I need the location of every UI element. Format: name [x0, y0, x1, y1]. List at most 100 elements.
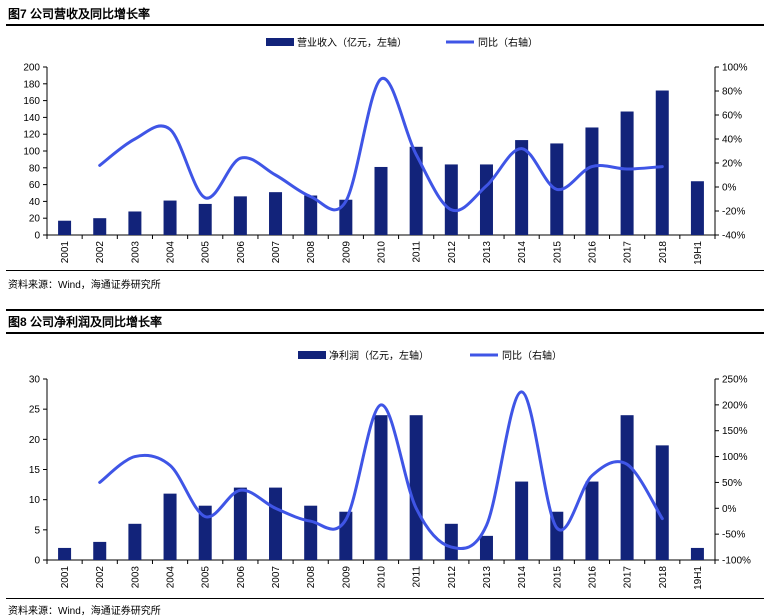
right-tick-label: -100% — [722, 556, 751, 567]
x-tick-label: 2002 — [95, 566, 106, 589]
x-tick-label: 2002 — [95, 241, 106, 264]
bar-2016 — [585, 127, 599, 235]
bar-2002 — [93, 541, 107, 560]
x-tick-label: 2003 — [130, 566, 141, 589]
figure-7-title: 图7 公司营收及同比增长率 — [8, 7, 151, 21]
bar-2006 — [233, 487, 247, 560]
bar-2007 — [269, 192, 283, 235]
right-tick-label: 50% — [722, 478, 742, 489]
bar-2018 — [655, 90, 669, 235]
left-tick-label: 20 — [29, 435, 41, 446]
bar-2014 — [515, 481, 529, 560]
x-tick-label: 2008 — [306, 566, 317, 589]
bar-2009 — [339, 199, 353, 235]
figure-8-title-rule — [6, 332, 764, 334]
x-tick-label: 2003 — [130, 241, 141, 264]
figure-8-source: 资料来源：Wind，海通证券研究所 — [8, 606, 161, 616]
bar-2011 — [409, 415, 423, 560]
x-tick-label: 2006 — [236, 241, 247, 264]
x-tick-label: 2010 — [377, 241, 388, 264]
x-tick-label: 2016 — [587, 241, 598, 264]
left-tick-label: 25 — [29, 405, 41, 416]
x-tick-label: 2001 — [60, 566, 71, 589]
figure-7-title-rule — [6, 24, 764, 26]
right-tick-label: 60% — [722, 111, 742, 122]
x-tick-label: 2016 — [587, 566, 598, 589]
bar-2013 — [479, 164, 493, 235]
bar-2012 — [444, 523, 458, 560]
left-tick-label: 200 — [23, 63, 40, 74]
bar-2007 — [269, 487, 283, 560]
bar-2004 — [163, 200, 177, 235]
bar-2001 — [58, 547, 72, 560]
left-tick-label: 140 — [23, 113, 40, 124]
legend-bar-label: 营业收入（亿元，左轴） — [297, 36, 407, 49]
x-tick-label: 2006 — [236, 566, 247, 589]
bar-2017 — [620, 111, 634, 235]
x-tick-label: 2001 — [60, 241, 71, 264]
bar-2005 — [198, 203, 212, 235]
x-tick-label: 19H1 — [693, 566, 704, 590]
left-tick-label: 20 — [29, 214, 41, 225]
x-tick-label: 2009 — [341, 566, 352, 589]
figure-7-source: 资料来源：Wind，海通证券研究所 — [8, 280, 161, 291]
x-tick-label: 2011 — [412, 566, 423, 588]
legend-bar-label: 净利润（亿元，左轴） — [329, 349, 429, 362]
left-tick-label: 40 — [29, 197, 41, 208]
x-tick-label: 2011 — [412, 241, 423, 263]
left-tick-label: 120 — [23, 130, 40, 141]
bar-19H1 — [690, 181, 704, 235]
bar-19H1 — [690, 547, 704, 560]
x-tick-label: 2008 — [306, 241, 317, 264]
bar-2008 — [304, 195, 318, 235]
right-tick-label: -40% — [722, 231, 745, 242]
bar-2013 — [479, 535, 493, 560]
bar-2003 — [128, 523, 142, 560]
x-tick-label: 2005 — [201, 241, 212, 264]
x-tick-label: 2012 — [447, 566, 458, 589]
x-tick-label: 2007 — [271, 241, 282, 264]
x-tick-label: 19H1 — [693, 241, 704, 265]
x-tick-label: 2005 — [201, 566, 212, 589]
x-tick-label: 2018 — [658, 566, 669, 589]
legend-bar-swatch — [298, 351, 326, 359]
bar-2008 — [304, 505, 318, 560]
right-tick-label: -20% — [722, 207, 745, 218]
right-tick-label: 100% — [722, 452, 748, 463]
left-tick-label: 0 — [34, 231, 40, 242]
bar-2012 — [444, 164, 458, 235]
figure-8-bottom-rule — [6, 598, 764, 599]
bar-2010 — [374, 415, 388, 560]
left-tick-label: 15 — [29, 465, 41, 476]
x-tick-label: 2004 — [166, 566, 177, 589]
bar-2001 — [58, 220, 72, 235]
revenue-chart: 0 20 40 60 80 100 120 140 160 180 200 -40% -20% 0% 20%… — [23, 36, 747, 265]
left-tick-label: 100 — [23, 147, 40, 158]
x-tick-label: 2018 — [658, 241, 669, 264]
left-tick-label: 180 — [23, 79, 40, 90]
x-tick-label: 2007 — [271, 566, 282, 589]
left-tick-label: 160 — [23, 96, 40, 107]
bar-2002 — [93, 218, 107, 235]
x-tick-label: 2004 — [166, 241, 177, 264]
right-tick-label: 80% — [722, 87, 742, 98]
x-tick-label: 2014 — [517, 241, 528, 264]
right-tick-label: 250% — [722, 375, 748, 386]
right-tick-label: 40% — [722, 135, 742, 146]
x-tick-label: 2014 — [517, 566, 528, 589]
growth-line — [98, 390, 664, 551]
bar-2014 — [515, 140, 529, 235]
x-tick-label: 2015 — [552, 566, 563, 589]
bar-2011 — [409, 146, 423, 235]
x-tick-label: 2012 — [447, 241, 458, 264]
bar-2017 — [620, 415, 634, 560]
left-tick-label: 10 — [29, 495, 41, 506]
bar-2018 — [655, 445, 669, 560]
x-tick-label: 2010 — [377, 566, 388, 589]
legend-line-label: 同比（右轴） — [502, 349, 562, 362]
figure-8-top-rule — [6, 309, 764, 311]
bar-2004 — [163, 493, 177, 560]
right-tick-label: 0% — [722, 504, 737, 515]
left-tick-label: 0 — [34, 556, 40, 567]
bar-2006 — [233, 196, 247, 235]
